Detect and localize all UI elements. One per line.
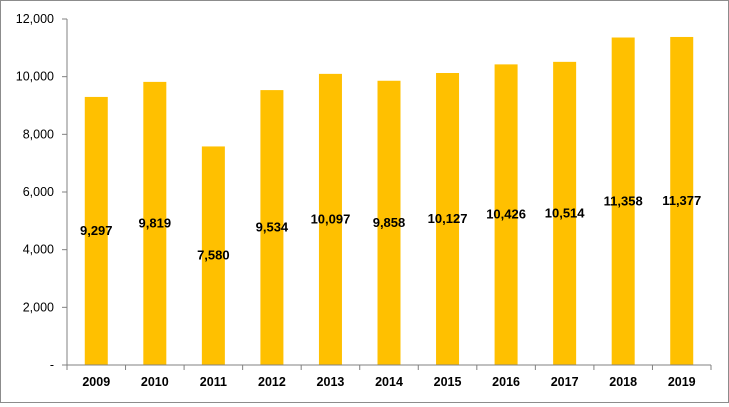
bar-2016 [494, 64, 518, 365]
bars [84, 36, 694, 366]
bar-2010 [143, 81, 167, 365]
x-tick-label: 2012 [258, 375, 286, 389]
data-label: 9,819 [139, 215, 172, 230]
y-tick-label: 6,000 [23, 185, 54, 199]
bar-2014 [377, 80, 401, 366]
data-label: 11,358 [604, 193, 643, 208]
bar-2009 [84, 96, 108, 366]
data-label: 10,426 [486, 207, 526, 222]
data-label: 10,514 [545, 205, 586, 220]
y-tick-label: 8,000 [23, 127, 54, 141]
bar-2015 [436, 73, 460, 366]
bar-2018 [611, 37, 635, 366]
bar-2017 [553, 61, 577, 365]
x-tick-label: 2017 [551, 375, 579, 389]
x-tick-label: 2016 [492, 375, 520, 389]
y-tick-label: 10,000 [16, 70, 54, 84]
x-tick-label: 2010 [141, 375, 169, 389]
data-labels: 9,297 9,819 7,580 9,534 10,097 9,858 10,127 10,… [80, 193, 701, 263]
data-label: 9,858 [373, 215, 406, 230]
data-label: 10,097 [311, 211, 351, 226]
bar-2019 [670, 36, 694, 365]
x-tick-label: 2009 [82, 375, 110, 389]
data-label: 9,297 [80, 223, 113, 238]
x-tick-label: 2015 [434, 375, 462, 389]
bar-2011 [201, 146, 225, 365]
x-tick-label: 2011 [200, 375, 227, 389]
x-tick-label: 2018 [609, 375, 637, 389]
bar-2013 [318, 73, 342, 365]
data-label: 9,534 [256, 220, 289, 235]
y-tick-label: 2,000 [23, 300, 54, 314]
x-tick-label: 2014 [375, 375, 403, 389]
x-tick-label: 2019 [668, 375, 696, 389]
y-tick-label: - [50, 358, 54, 372]
y-tick-label: 12,000 [16, 12, 54, 26]
bar-2012 [260, 90, 284, 365]
data-label: 10,127 [428, 211, 468, 226]
y-tick-label: 4,000 [23, 243, 54, 257]
x-tick-label: 2013 [317, 375, 345, 389]
x-axis: 2009 2010 2011 2012 2013 2014 2015 2016 2017 2018… [66, 364, 712, 389]
data-label: 7,580 [197, 248, 230, 263]
data-label: 11,377 [662, 193, 701, 208]
y-axis: - 2,000 4,000 6,000 8,000 10,000 12,000 [16, 12, 68, 372]
